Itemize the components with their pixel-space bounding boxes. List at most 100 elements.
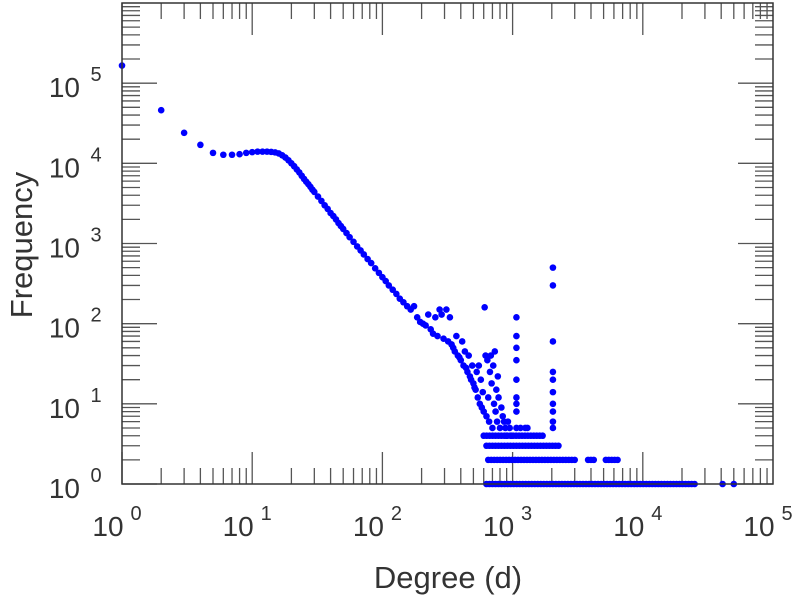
data-point	[549, 388, 557, 396]
data-point	[479, 388, 487, 396]
data-point	[513, 408, 520, 415]
data-points	[118, 62, 738, 488]
data-point	[197, 141, 204, 149]
x-axis-title: Degree (d)	[374, 560, 522, 595]
x-tick-label-exponent: 2	[391, 503, 402, 525]
data-point	[311, 188, 318, 196]
data-point	[489, 362, 497, 369]
data-point	[493, 386, 500, 394]
data-point	[549, 424, 557, 432]
y-tick-label-exponent: 3	[90, 225, 101, 247]
data-point	[474, 394, 482, 401]
data-point	[458, 338, 466, 345]
data-point	[513, 344, 520, 352]
data-point	[513, 394, 520, 401]
data-point	[493, 418, 501, 425]
data-point	[524, 424, 531, 432]
data-point	[549, 408, 557, 415]
data-point	[513, 314, 520, 321]
data-point	[410, 302, 418, 310]
data-point	[490, 400, 498, 408]
data-point	[259, 148, 266, 155]
data-point	[220, 151, 227, 159]
data-point	[486, 368, 494, 376]
data-point	[453, 332, 460, 340]
x-tick-label-base: 10	[483, 511, 514, 542]
data-point	[484, 394, 492, 401]
data-point	[513, 356, 520, 364]
data-point	[513, 400, 520, 408]
data-point	[549, 368, 557, 376]
data-point	[485, 418, 493, 425]
data-point	[489, 424, 496, 432]
data-point	[457, 356, 465, 364]
data-point	[443, 306, 450, 313]
data-point	[495, 394, 502, 401]
x-tick-label-base: 10	[353, 511, 384, 542]
data-point	[424, 311, 432, 318]
data-point	[393, 290, 400, 298]
y-axis-title: Frequency	[4, 171, 39, 318]
data-point	[367, 259, 375, 267]
data-point	[549, 418, 557, 425]
data-point	[488, 380, 495, 387]
axis-ticks	[121, 3, 773, 485]
data-point	[590, 456, 598, 464]
data-point	[432, 314, 439, 321]
y-tick-label-exponent: 5	[90, 64, 101, 86]
x-tick-label-base: 10	[223, 511, 254, 542]
x-tick-label-exponent: 1	[261, 503, 272, 525]
data-point	[549, 338, 557, 345]
data-point	[614, 456, 621, 464]
data-point	[434, 332, 441, 340]
data-point	[571, 456, 579, 464]
data-point	[513, 376, 520, 384]
data-point	[473, 368, 481, 376]
data-point	[549, 400, 557, 408]
data-point	[475, 362, 483, 369]
data-point	[346, 233, 353, 241]
data-point	[254, 148, 261, 155]
x-tick-label-exponent: 4	[651, 503, 662, 525]
data-point	[487, 352, 495, 359]
data-point	[498, 404, 505, 411]
plot-frame	[121, 2, 774, 485]
data-point	[236, 150, 243, 158]
data-point	[157, 106, 165, 114]
data-point	[385, 282, 393, 289]
data-point	[517, 424, 524, 432]
data-point	[549, 264, 557, 271]
data-point	[465, 352, 472, 359]
data-point	[228, 151, 236, 159]
data-point	[549, 282, 557, 289]
data-point	[438, 311, 445, 318]
data-point	[494, 373, 502, 380]
data-point	[180, 129, 188, 137]
y-tick-label-exponent: 2	[90, 305, 101, 327]
x-tick-label-base: 10	[613, 511, 644, 542]
data-point	[491, 348, 499, 355]
data-point	[513, 332, 520, 340]
data-point	[499, 412, 507, 420]
x-tick-label-exponent: 3	[521, 503, 532, 525]
data-point	[481, 304, 488, 311]
data-point	[504, 418, 512, 425]
y-tick-label-exponent: 4	[90, 144, 101, 166]
data-point	[483, 412, 490, 420]
y-tick-labels: 10 0 10 1 10 2 10 3 10 4 10 5	[49, 64, 102, 504]
y-tick-label-base: 10	[49, 393, 80, 424]
y-tick-label-base: 10	[49, 473, 80, 504]
data-point	[248, 148, 256, 156]
data-point	[492, 408, 499, 415]
data-point	[555, 442, 562, 450]
data-point	[446, 314, 454, 321]
data-point	[549, 376, 557, 384]
x-tick-label-exponent: 0	[130, 503, 141, 525]
data-point	[468, 362, 476, 369]
data-point	[477, 376, 485, 384]
data-point	[472, 386, 479, 394]
data-point	[360, 251, 368, 258]
y-tick-label-exponent: 0	[90, 465, 101, 487]
x-tick-label-exponent: 5	[781, 503, 792, 525]
